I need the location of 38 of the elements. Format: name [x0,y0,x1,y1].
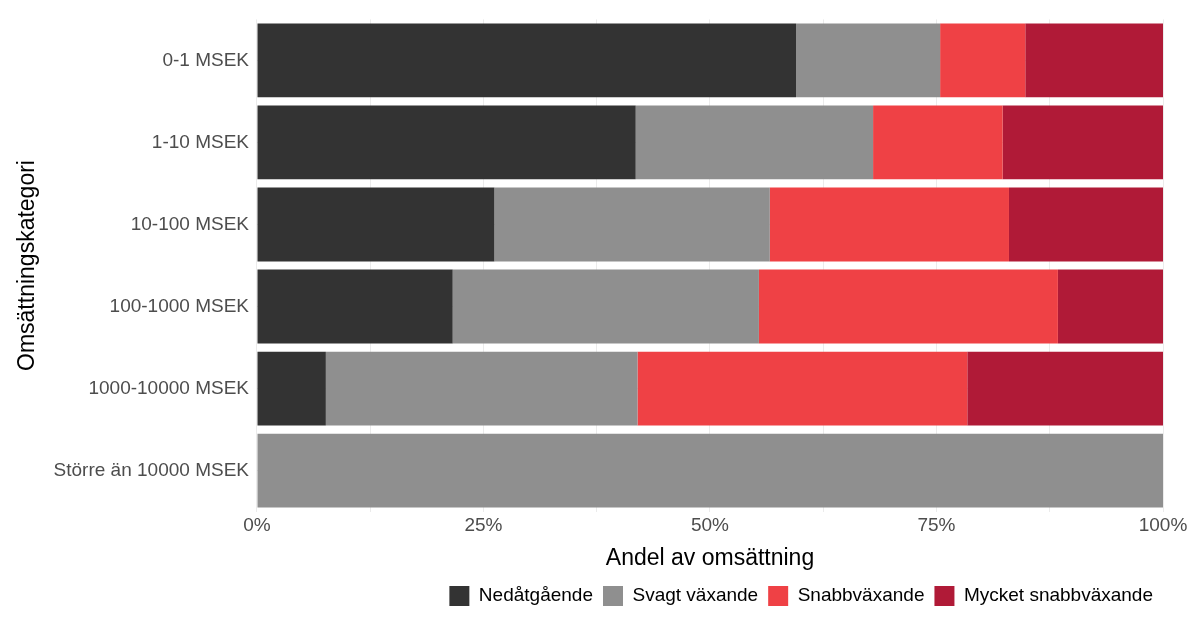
bar [940,23,1026,98]
bar [1057,269,1163,344]
y-tick-label: Större än 10000 MSEK [53,458,250,480]
bar [257,433,1163,508]
bar [1025,23,1163,98]
legend-label: Nedåtgående [478,584,593,606]
bar [873,105,1003,180]
bar [257,269,453,344]
bar [257,187,495,262]
x-tick-label: 75% [917,514,956,536]
y-tick-label: 1000-10000 MSEK [88,376,250,398]
bar [967,351,1163,426]
bar [452,269,759,344]
bar [257,351,326,426]
bar [635,105,874,180]
y-tick-label: 0-1 MSEK [162,48,250,70]
legend-label: Svagt växande [632,584,759,606]
x-tick-label: 0% [243,514,271,536]
x-tick-label: 50% [690,514,730,536]
y-tick-label: 10-100 MSEK [130,212,250,234]
bar [637,351,968,426]
bar [1008,187,1163,262]
bar [257,23,797,98]
bar [257,105,636,180]
bar [325,351,638,426]
legend-label: Snabbväxande [797,584,925,606]
x-tick-label: 100% [1138,514,1188,536]
legend-label: Mycket snabbväxande [963,584,1154,606]
y-tick-label: 100-1000 MSEK [109,294,250,316]
bar [796,23,941,98]
bar [1002,105,1163,180]
bar [769,187,1009,262]
y-tick-label: 1-10 MSEK [151,130,250,152]
x-axis-title: Andel av omsättning [605,543,815,570]
bar [758,269,1058,344]
bar [494,187,770,262]
y-axis-title: Omsättningskategori [13,160,40,371]
x-tick-label: 25% [464,514,503,536]
